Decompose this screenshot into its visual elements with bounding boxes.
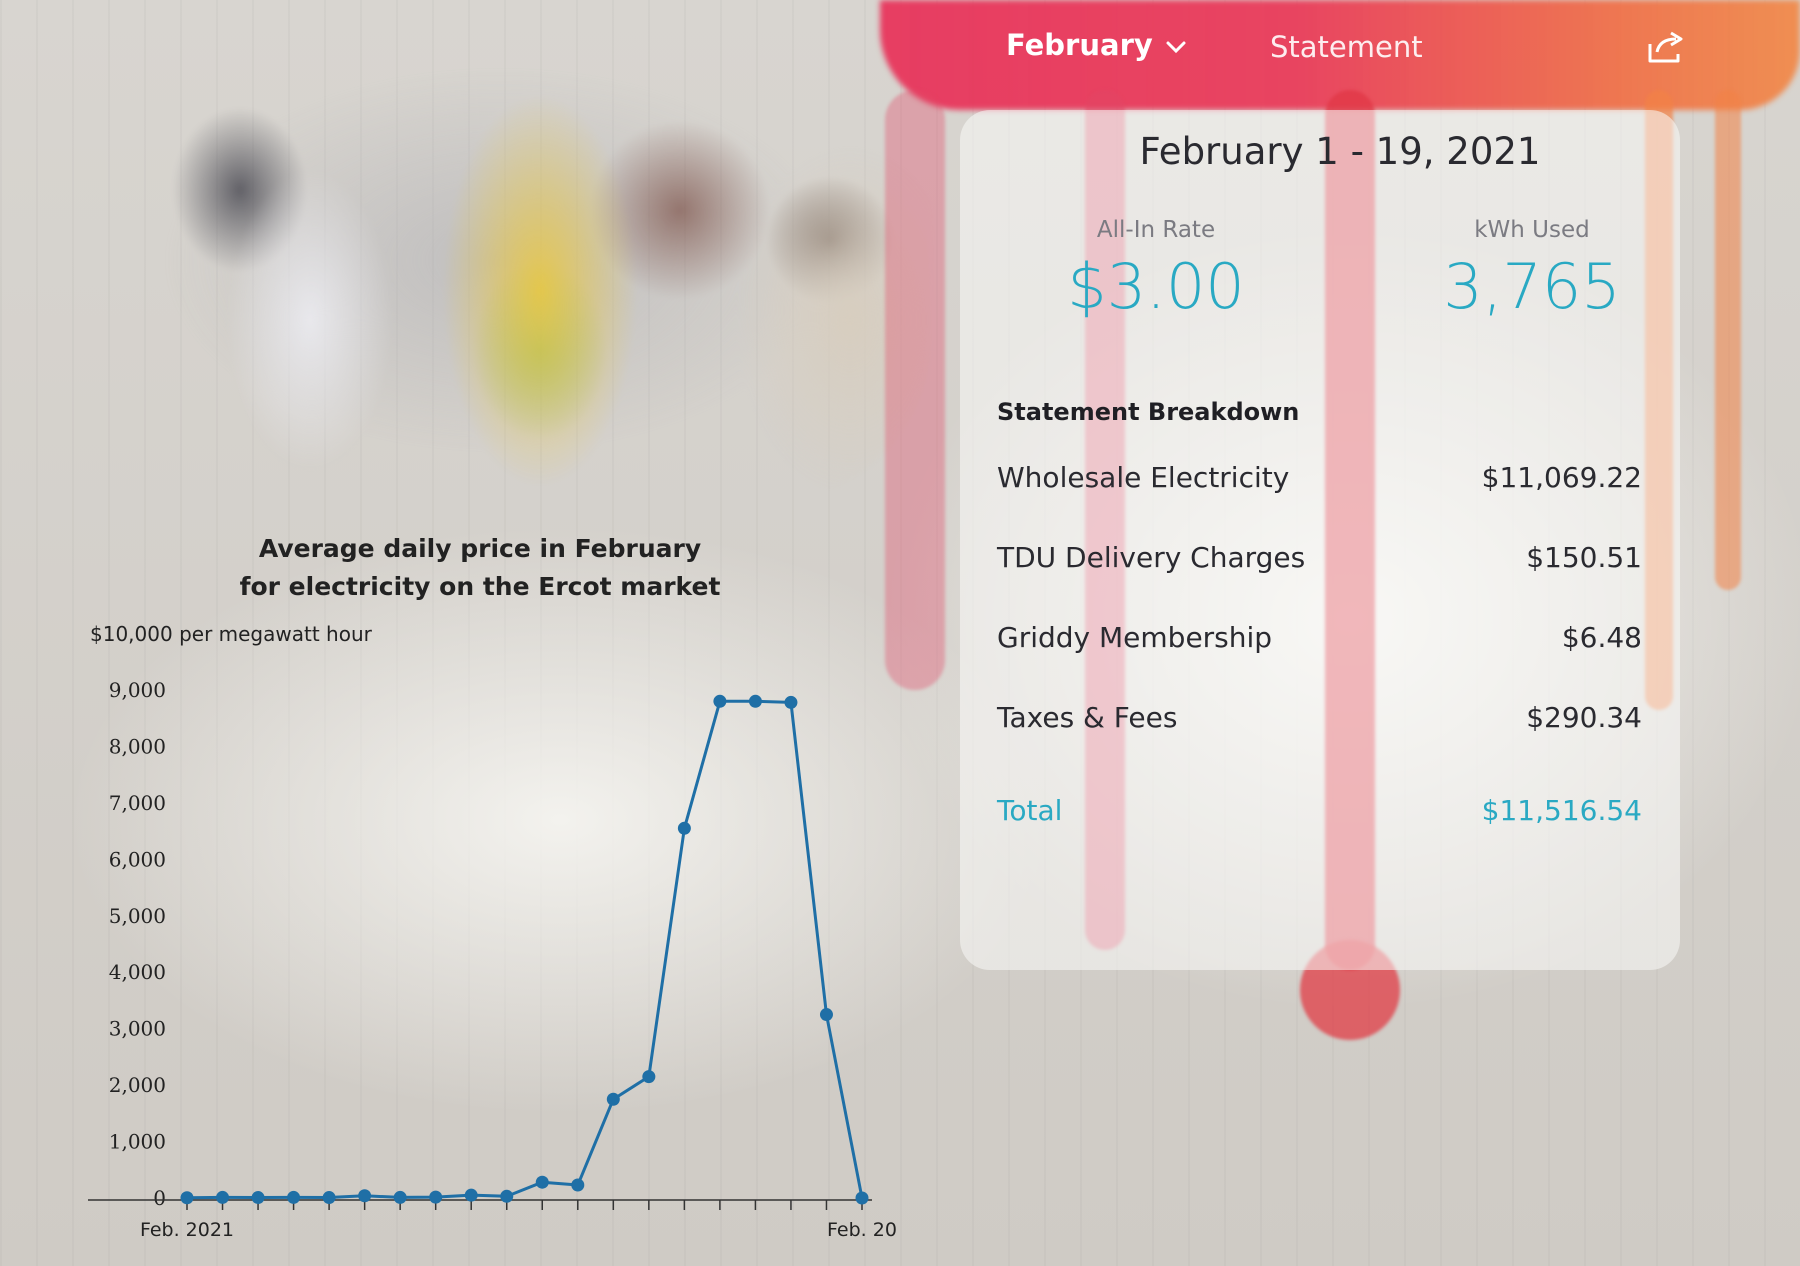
line-item-label: Taxes & Fees: [997, 701, 1178, 734]
data-point: [855, 1191, 869, 1205]
y-tick-label: 1,000: [109, 1130, 166, 1154]
tab-statement[interactable]: Statement: [1270, 30, 1423, 64]
y-tick-label: 0: [153, 1186, 166, 1210]
data-point: [713, 694, 727, 708]
month-tab-label: February: [1006, 28, 1153, 62]
total-label: Total: [997, 794, 1063, 827]
line-item-amount: $150.51: [1526, 541, 1642, 574]
line-item-amount: $6.48: [1561, 621, 1642, 654]
chart-title: Average daily price in February for elec…: [220, 530, 740, 606]
month-selector[interactable]: February: [1006, 28, 1187, 62]
line-item-label: TDU Delivery Charges: [997, 541, 1306, 574]
x-axis: Feb. 2021 Feb. 20: [88, 1199, 897, 1241]
y-tick-label: 2,000: [109, 1073, 166, 1097]
data-point: [180, 1191, 194, 1205]
x-tick-label: Feb. 20: [827, 1219, 897, 1241]
chevron-down-icon: [1165, 28, 1187, 62]
chart-title-line-2: for electricity on the Ercot market: [239, 572, 721, 601]
y-tick-label: 3,000: [109, 1017, 166, 1041]
all-in-rate-label: All-In Rate: [1096, 217, 1216, 243]
data-point: [287, 1190, 301, 1204]
data-point: [748, 694, 762, 708]
share-icon[interactable]: [1647, 30, 1685, 68]
x-tick-label: Feb. 2021: [140, 1219, 234, 1241]
y-tick-label: 9,000: [109, 678, 166, 702]
kwh-used-value: 3,765: [1443, 250, 1621, 323]
series-line: [186, 699, 864, 1200]
data-point: [393, 1190, 407, 1204]
total-amount: $11,516.54: [1481, 794, 1642, 827]
line-item-label: Griddy Membership: [997, 621, 1273, 654]
data-point: [216, 1190, 230, 1204]
paint-drip: [885, 90, 945, 690]
line-item-label: Wholesale Electricity: [997, 461, 1290, 494]
statement-breakdown-title: Statement Breakdown: [997, 398, 1300, 426]
data-point: [784, 695, 798, 709]
data-point: [251, 1191, 265, 1205]
statement-panel: [960, 110, 1680, 970]
paint-drip: [1715, 90, 1741, 590]
y-tick-label: 4,000: [109, 960, 166, 984]
y-axis: 0 1,000 2,000 3,000 4,000 5,000 6,000 7,000 8,00…: [109, 678, 166, 1210]
line-item-wholesale: Wholesale Electricity $11,069.22: [997, 461, 1642, 501]
kwh-used-label: kWh Used: [1474, 217, 1590, 243]
data-point: [358, 1189, 372, 1203]
data-point: [500, 1189, 514, 1203]
data-point: [571, 1178, 585, 1192]
line-item-total: Total $11,516.54: [997, 794, 1642, 834]
y-tick-label: 8,000: [109, 734, 166, 758]
data-point: [642, 1070, 656, 1084]
data-point: [322, 1191, 336, 1205]
line-item-taxes: Taxes & Fees $290.34: [997, 701, 1642, 741]
data-point: [429, 1190, 443, 1204]
chart-unit-label: $10,000 per megawatt hour: [90, 622, 372, 646]
line-item-amount: $11,069.22: [1481, 461, 1642, 494]
statement-period: February 1 - 19, 2021: [1139, 130, 1541, 173]
y-tick-label: 6,000: [109, 847, 166, 871]
data-point: [464, 1188, 478, 1202]
data-point: [677, 821, 691, 835]
chart-title-line-1: Average daily price in February: [258, 534, 702, 563]
data-point: [535, 1175, 549, 1189]
y-tick-label: 7,000: [109, 791, 166, 815]
data-point: [606, 1092, 620, 1106]
all-in-rate-value: $3.00: [1067, 250, 1245, 323]
y-tick-label: 5,000: [109, 904, 166, 928]
crowd-photo: [70, 20, 930, 500]
price-series: [180, 694, 869, 1205]
line-item-tdu: TDU Delivery Charges $150.51: [997, 541, 1642, 581]
data-point: [819, 1008, 833, 1022]
line-item-amount: $290.34: [1526, 701, 1642, 734]
line-item-membership: Griddy Membership $6.48: [997, 621, 1642, 661]
